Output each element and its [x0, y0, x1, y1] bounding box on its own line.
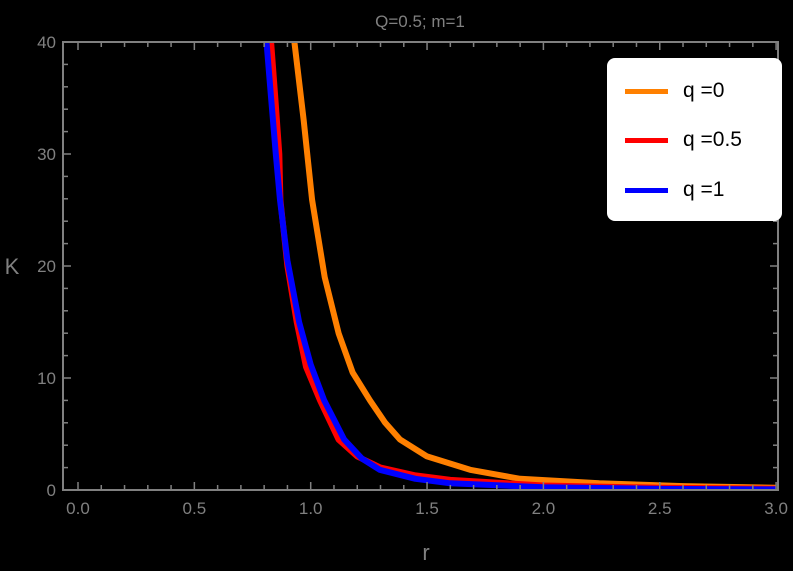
legend-swatch-orange [625, 88, 668, 94]
legend-label: q =1 [683, 178, 725, 201]
y-axis-title: K [5, 254, 20, 279]
y-tick-label: 20 [37, 257, 56, 276]
y-tick-label: 10 [37, 369, 56, 388]
legend-item-q1: q =1 [625, 175, 724, 205]
legend-swatch-blue [625, 187, 668, 193]
x-tick-label: 3.0 [764, 499, 788, 518]
x-tick-label: 2.5 [648, 499, 672, 518]
y-tick-label: 30 [37, 145, 56, 164]
curve-0 [291, 42, 777, 490]
legend-item-q05: q =0.5 [625, 125, 742, 155]
x-tick-label: 1.0 [299, 499, 323, 518]
x-tick-label: 1.5 [415, 499, 439, 518]
x-axis-title: r [422, 540, 429, 565]
y-tick-label: 40 [37, 33, 56, 52]
legend-item-q0: q =0 [625, 76, 724, 106]
legend-label: q =0 [683, 79, 725, 102]
legend-label: q =0.5 [683, 128, 742, 151]
chart-title: Q=0.5; m=1 [375, 12, 465, 31]
x-tick-label: 0.5 [183, 499, 207, 518]
legend-swatch-red [625, 137, 668, 143]
x-tick-label: 0.0 [66, 499, 90, 518]
legend: q =0 q =0.5 q =1 [607, 58, 782, 221]
axis-ticks: 0.0 0.5 1.0 1.5 2.0 2.5 3.0 0 10 20 30 40 [37, 33, 788, 518]
y-tick-label: 0 [47, 481, 56, 500]
x-tick-label: 2.0 [532, 499, 556, 518]
